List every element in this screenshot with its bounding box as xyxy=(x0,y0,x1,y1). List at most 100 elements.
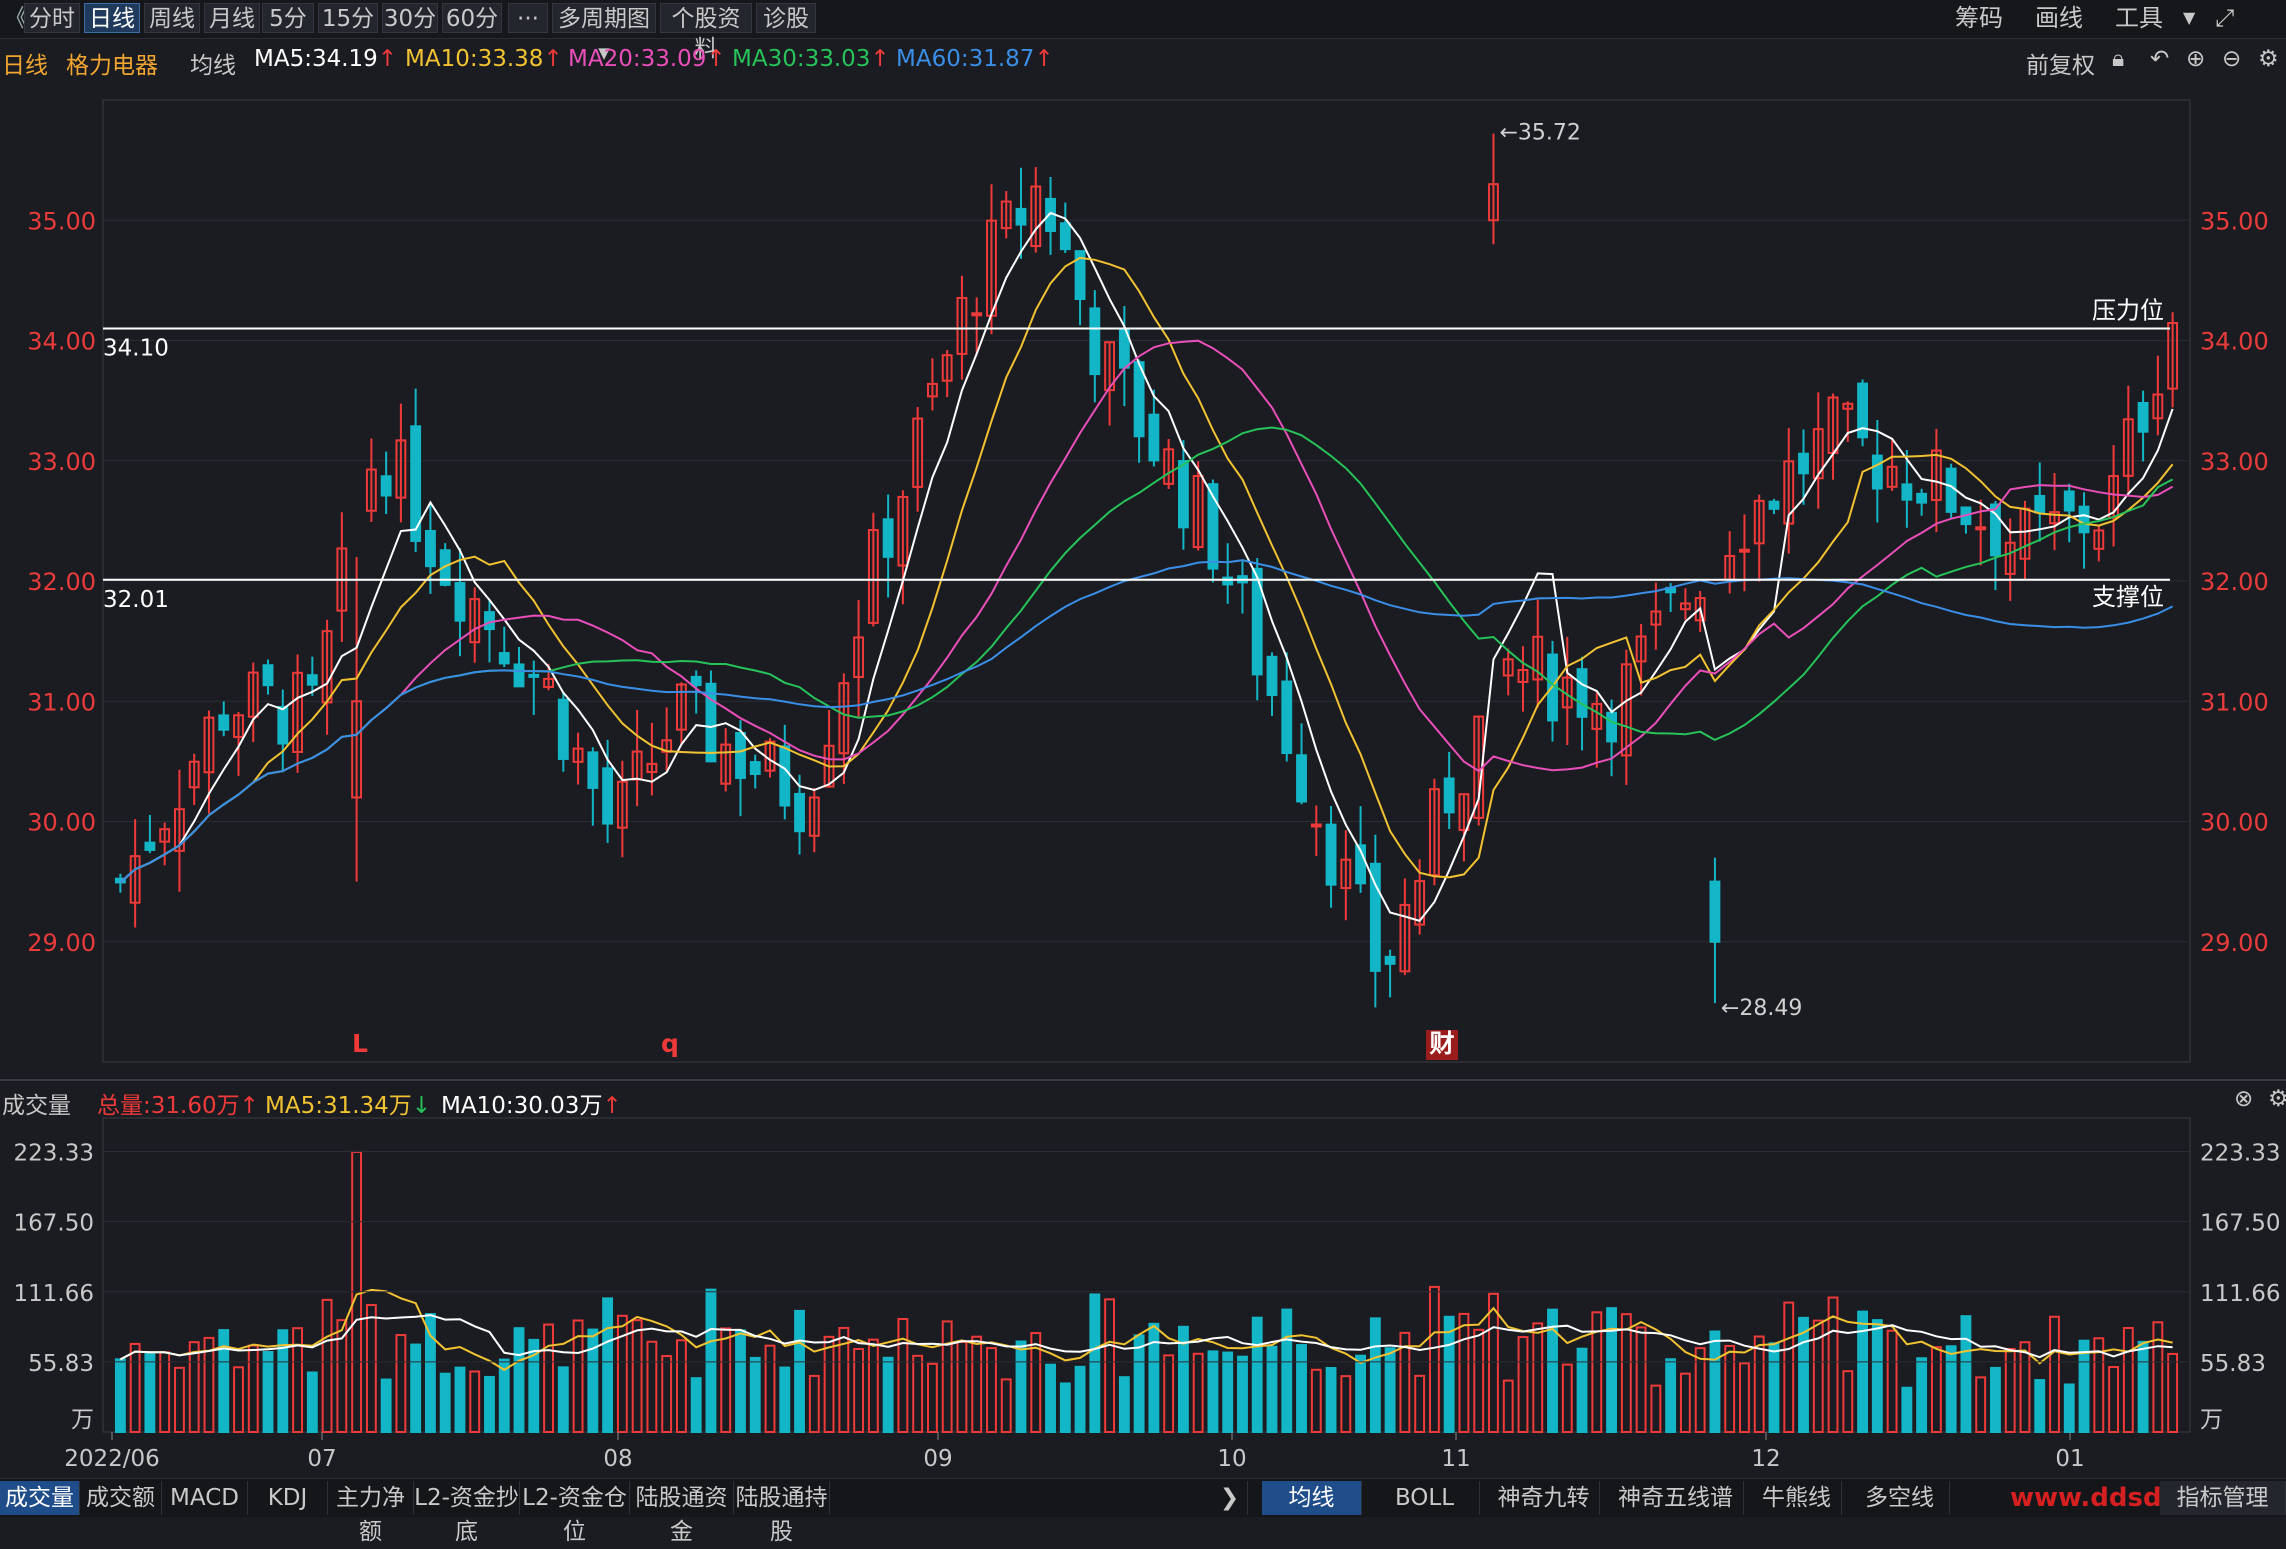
volume-tick-left: 223.33 xyxy=(14,1140,94,1166)
zoom-in-icon[interactable]: ⊕ xyxy=(2186,46,2206,72)
volume-bar xyxy=(779,1366,791,1433)
volume-bar xyxy=(1399,1331,1411,1434)
undo-icon[interactable]: ↶ xyxy=(2150,46,2170,72)
ma10-text: MA10:33.38 xyxy=(405,46,544,72)
up-arrow-icon: ↑ xyxy=(543,46,563,72)
draw-line-button[interactable]: 画线 xyxy=(2035,4,2083,32)
candle-body xyxy=(2108,475,2119,519)
price-tick-left: 34.00 xyxy=(27,328,96,356)
zoom-out-icon[interactable]: ⊖ xyxy=(2222,46,2242,72)
volume-bar xyxy=(484,1375,495,1434)
period-tab-5[interactable]: 15分 xyxy=(318,3,378,33)
candle-body xyxy=(661,739,673,753)
indicator-manage-button[interactable]: 指标管理 xyxy=(2160,1481,2286,1515)
x-tick-label: 12 xyxy=(1751,1446,1780,1472)
indicator-tab-1[interactable]: 成交额 xyxy=(80,1481,162,1515)
period-tab-3[interactable]: 月线 xyxy=(204,3,260,33)
volume-bar xyxy=(882,1356,894,1433)
volume-bar xyxy=(646,1340,658,1433)
volume-bar xyxy=(1384,1347,1396,1433)
overlay-tab-2[interactable]: 神奇九转 xyxy=(1488,1481,1600,1515)
lock-icon[interactable]: 🔒︎ xyxy=(2112,46,2125,72)
volume-bar xyxy=(735,1329,746,1433)
volume-bar xyxy=(1104,1298,1116,1434)
period-tab-4[interactable]: 5分 xyxy=(262,3,314,33)
volume-tick-right: 55.83 xyxy=(2200,1351,2266,1377)
chips-button[interactable]: 筹码 xyxy=(1955,4,2003,32)
volume-bar xyxy=(1886,1329,1898,1433)
period-tab-1[interactable]: 日线 xyxy=(84,3,140,33)
x-tick-label: 2022/06 xyxy=(64,1446,160,1472)
candle-body xyxy=(1591,702,1603,730)
volume-bar xyxy=(1118,1376,1130,1433)
overlay-tab-5[interactable]: 多空线 xyxy=(1850,1481,1950,1515)
indicator-tab-8[interactable]: 陆股通持股 xyxy=(734,1481,830,1545)
candle-body xyxy=(2078,505,2090,534)
candle-body xyxy=(1310,823,1322,828)
settings-icon[interactable]: ⚙ xyxy=(2258,46,2279,72)
period-tab-7[interactable]: 60分 xyxy=(442,3,502,33)
settings-icon[interactable]: ⚙ xyxy=(2268,1086,2286,1112)
indicator-tab-6[interactable]: L2-资金仓位 xyxy=(520,1481,630,1545)
ma-label[interactable]: 均线 xyxy=(190,53,236,79)
ma20-text: MA20:33.09 xyxy=(568,46,707,72)
candle-body xyxy=(1724,554,1736,581)
candle-body xyxy=(1827,396,1839,454)
candle-body xyxy=(912,417,924,488)
volume-bar xyxy=(705,1288,717,1433)
indicator-tab-3[interactable]: KDJ xyxy=(248,1481,328,1515)
indicator-tab-7[interactable]: 陆股通资金 xyxy=(630,1481,734,1545)
candle-body xyxy=(1990,503,2001,557)
volume-bar xyxy=(1768,1342,1780,1434)
stock-name[interactable]: 格力电器 xyxy=(66,53,158,79)
volume-bar xyxy=(1281,1308,1293,1434)
volume-bar xyxy=(262,1351,274,1434)
volume-bar xyxy=(2034,1379,2046,1434)
candle-body xyxy=(616,780,628,829)
overlay-tab-4[interactable]: 牛熊线 xyxy=(1752,1481,1842,1515)
tabs-next-icon[interactable]: ❯ xyxy=(1212,1481,1248,1515)
indicator-tab-2[interactable]: MACD xyxy=(162,1481,248,1515)
candle-body xyxy=(144,841,156,851)
overlay-tab-0[interactable]: 均线 xyxy=(1262,1481,1362,1515)
volume-bar xyxy=(1045,1363,1056,1433)
candle-body xyxy=(1945,467,1957,513)
period-tab-11[interactable]: 诊股 xyxy=(756,3,816,33)
volume-bar xyxy=(587,1328,599,1434)
event-marker: L xyxy=(352,1029,368,1058)
indicator-tab-4[interactable]: 主力净额 xyxy=(328,1481,414,1545)
candle-body xyxy=(1916,492,1928,504)
tools-dropdown-icon[interactable]: ▼ xyxy=(2183,8,2196,27)
indicator-tab-0[interactable]: 成交量 xyxy=(0,1481,80,1515)
overlay-tab-1[interactable]: BOLL xyxy=(1370,1481,1480,1515)
period-tab-8[interactable]: ··· xyxy=(508,3,548,33)
tools-button[interactable]: 工具 xyxy=(2115,4,2163,32)
volume-bar xyxy=(1709,1330,1721,1434)
volume-bar xyxy=(1502,1379,1514,1433)
volume-tick-left: 111.66 xyxy=(14,1281,94,1307)
x-tick-label: 07 xyxy=(307,1446,336,1472)
period-tab-2[interactable]: 周线 xyxy=(144,3,200,33)
period-tab-6[interactable]: 30分 xyxy=(382,3,438,33)
overlay-tab-3[interactable]: 神奇五线谱 xyxy=(1608,1481,1744,1515)
period-tab-0[interactable]: 分时 xyxy=(24,3,80,33)
indicator-tab-5[interactable]: L2-资金抄底 xyxy=(414,1481,520,1545)
close-icon[interactable]: ⊗ xyxy=(2234,1086,2254,1112)
volume-bar xyxy=(1074,1365,1086,1434)
candle-body xyxy=(1960,506,1972,526)
volume-bar xyxy=(1857,1310,1868,1434)
volume-bar xyxy=(1222,1351,1234,1433)
period-tab-9[interactable]: 多周期图 ▼ xyxy=(552,3,656,62)
candle-body xyxy=(1266,655,1278,697)
volume-tick-left: 167.50 xyxy=(14,1211,94,1237)
fullscreen-icon[interactable]: ⤢ xyxy=(2215,4,2235,32)
candle-body xyxy=(498,652,510,665)
period-tab-10[interactable]: 个股资料 xyxy=(660,3,752,62)
volume-bar xyxy=(1192,1352,1204,1434)
volume-bar xyxy=(1237,1355,1248,1433)
kline-chart[interactable]: 35.00 35.00 34.00 34.00 33.00 33.00 32.00 32.00… xyxy=(0,0,2286,1516)
adjust-mode[interactable]: 前复权 xyxy=(2026,53,2095,79)
candle-body xyxy=(1694,597,1706,622)
volume-bar xyxy=(129,1342,141,1434)
ma5-value: MA5:34.19↑ xyxy=(254,46,397,72)
